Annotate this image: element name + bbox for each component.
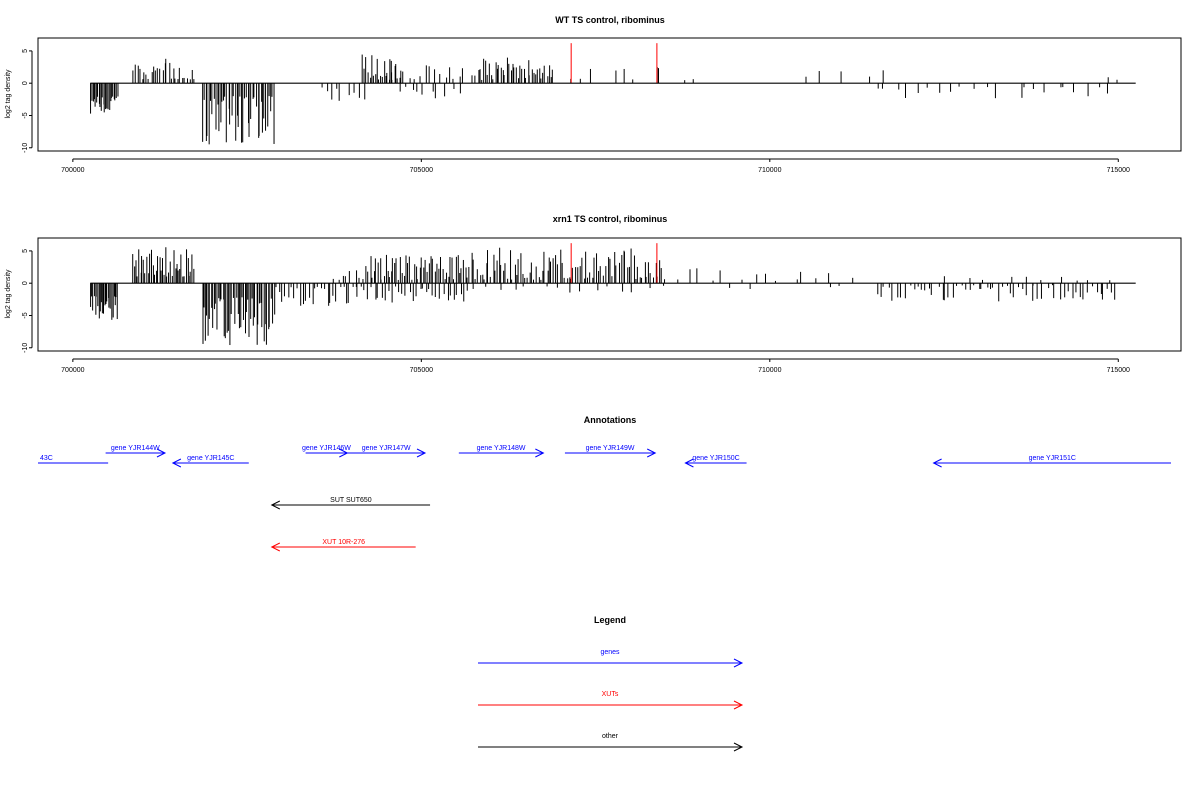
legend-items: genes XUTs other [478,649,744,752]
x-tick-label: 710000 [758,167,781,174]
chart-panel-wt: WT TS control, ribominus log2 tag densit… [5,15,1182,174]
chart-title: WT TS control, ribominus [555,15,665,25]
annotations-track: Annotations 43C gene YJR144W gene YJR145C g… [38,415,1171,552]
y-axis-label: log2 tag density [5,69,12,119]
annotation-label: 43C [40,455,53,462]
annotation-label: gene YJR144W [111,445,160,452]
plot-frame [37,237,1182,352]
x-tick-label: 700000 [61,167,84,174]
annotation-arrow: gene YJR146W [302,445,351,458]
annotation-label: gene YJR149W [586,445,635,452]
annotation-label: gene YJR147W [362,445,411,452]
legend: Legend genes XUTs other [478,615,744,752]
annotation-label: SUT SUT650 [330,497,372,504]
y-tick-label: 5 [22,249,29,253]
annotation-arrow: gene YJR148W [458,445,545,458]
annotation-label: gene YJR150C [692,455,739,462]
y-tick-label: -10 [22,143,29,153]
y-axis-label: log2 tag density [5,269,12,319]
bars-group [90,43,1136,145]
legend-label: genes [600,649,620,656]
y-tick-label: 0 [22,81,29,85]
annotation-arrow: gene YJR151C [932,455,1171,468]
annotation-items: 43C gene YJR144W gene YJR145C gene YJR146W g… [38,445,1171,552]
legend-label: XUTs [602,691,619,698]
annotation-arrow: gene YJR147W [347,445,427,458]
y-tick-label: 0 [22,281,29,285]
x-tick-label: 705000 [410,367,433,374]
legend-arrow: XUTs [478,691,744,710]
x-tick-label: 705000 [410,167,433,174]
y-tick-label: -5 [22,312,29,318]
annotation-arrow: gene YJR149W [564,445,657,458]
legend-arrow: other [478,733,744,752]
x-tick-label: 715000 [1107,167,1130,174]
annotation-label: gene YJR146W [302,445,351,452]
legend-label: other [602,733,619,740]
annotation-arrow: gene YJR145C [171,455,249,468]
bars-group [90,243,1136,346]
annotation-arrow: SUT SUT650 [270,497,431,510]
annotation-label: XUT 10R-276 [322,539,365,546]
chart-title: xrn1 TS control, ribominus [553,214,668,224]
annotation-arrow: 43C [38,455,109,464]
x-tick-label: 700000 [61,367,84,374]
x-tick-label: 715000 [1107,367,1130,374]
annotation-label: gene YJR145C [187,455,234,462]
x-tick-label: 710000 [758,367,781,374]
legend-arrow: genes [478,649,744,668]
axes-group: 5 0 -5 -10 700000 705000 710000 715000 [22,49,1130,174]
y-tick-label: 5 [22,49,29,53]
annotation-arrow: gene YJR144W [105,445,167,458]
axes-group: 5 0 -5 -10 700000 705000 710000 715000 [22,249,1130,374]
annotation-label: gene YJR151C [1029,455,1076,462]
chart-panel-xrn1: xrn1 TS control, ribominus log2 tag dens… [5,214,1182,374]
y-tick-label: -10 [22,343,29,353]
annotation-label: gene YJR148W [477,445,526,452]
annotation-arrow: XUT 10R-276 [270,539,416,552]
y-tick-label: -5 [22,112,29,118]
annotation-arrow: gene YJR150C [684,455,747,468]
legend-title: Legend [594,615,626,625]
plot-frame [37,37,1182,152]
annotations-title: Annotations [584,415,637,425]
